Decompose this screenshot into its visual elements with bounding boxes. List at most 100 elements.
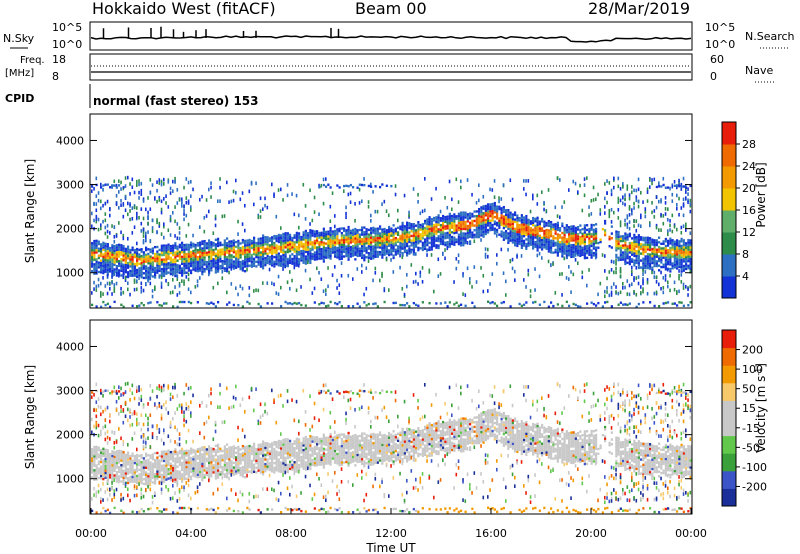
power-cell: [572, 255, 575, 258]
power-cell: [122, 272, 125, 276]
power-cell: [104, 183, 107, 186]
power-cell: [538, 274, 541, 279]
power-cell: [230, 249, 233, 252]
power-cell: [318, 241, 321, 244]
power-cell: [178, 257, 181, 261]
power-cell: [120, 198, 122, 203]
power-cell: [568, 228, 571, 231]
power-cell: [167, 262, 170, 265]
power-cell: [221, 253, 224, 256]
power-cell: [653, 215, 656, 219]
power-cell: [284, 264, 287, 269]
power-cell: [329, 219, 332, 224]
power-cell: [388, 242, 391, 245]
power-cell: [426, 234, 429, 237]
power-cell: [97, 256, 100, 260]
power-cell: [455, 224, 458, 227]
power-cell: [498, 199, 500, 204]
power-cell: [336, 286, 338, 290]
power-cell: [651, 181, 653, 186]
power-cell: [489, 221, 492, 225]
power-cell: [435, 246, 438, 249]
velocity-cell: [102, 477, 105, 481]
power-cell: [264, 252, 267, 255]
velocity-cell: [104, 457, 107, 461]
power-cell: [187, 269, 190, 272]
power-cell: [100, 199, 102, 204]
power-cell: [273, 262, 276, 266]
power-cell: [543, 300, 546, 304]
power-cell: [147, 257, 150, 260]
velocity-cell: [145, 454, 148, 458]
power-cell: [455, 217, 458, 220]
power-cell: [257, 288, 260, 293]
power-cell: [106, 183, 109, 186]
power-cell: [496, 228, 499, 232]
power-cell: [345, 236, 348, 239]
power-cell: [669, 260, 672, 264]
power-cell: [617, 184, 620, 189]
power-cell: [680, 206, 683, 210]
power-cell: [208, 241, 211, 245]
power-cell: [349, 250, 352, 253]
velocity-cell: [118, 390, 121, 393]
power-cell: [446, 231, 449, 235]
velocity-cell: [129, 464, 132, 467]
power-cell: [496, 261, 498, 266]
power-cell: [505, 232, 508, 235]
power-cell: [100, 281, 102, 286]
velocity-cell: [133, 493, 136, 498]
power-cell: [658, 269, 661, 272]
power-cell: [102, 257, 105, 261]
power-cell: [102, 264, 105, 268]
power-cell: [172, 270, 175, 273]
power-cell: [655, 248, 658, 251]
power-cell: [570, 251, 573, 254]
power-cell: [120, 187, 122, 191]
power-cell: [136, 179, 138, 184]
power-cell: [185, 257, 188, 260]
power-cell: [329, 227, 332, 230]
power-cell: [219, 264, 222, 268]
power-cell: [473, 229, 476, 232]
power-cell: [142, 267, 145, 270]
power-cell: [102, 248, 105, 252]
power-cell: [664, 263, 667, 266]
power-cell: [244, 228, 246, 233]
power-cell: [624, 253, 627, 256]
power-cell: [655, 290, 658, 295]
velocity-cell: [145, 488, 147, 492]
power-cell: [156, 259, 159, 263]
power-cell: [626, 254, 629, 257]
power-cell: [248, 252, 251, 256]
power-cell: [388, 232, 391, 236]
power-cell: [102, 219, 104, 224]
power-cell: [516, 255, 518, 259]
power-cell: [628, 241, 631, 245]
power-cell: [336, 256, 339, 259]
power-cell: [187, 287, 190, 292]
power-cell: [289, 259, 292, 262]
power-cell: [388, 249, 391, 252]
power-cell: [502, 238, 505, 241]
power-cell: [208, 244, 211, 247]
power-cell: [410, 225, 413, 228]
power-cell: [115, 248, 118, 252]
power-cell: [428, 220, 431, 224]
velocity-cell: [120, 473, 123, 476]
freq-tick-bottom: 8: [52, 70, 59, 83]
power-cell: [448, 231, 451, 234]
power-cell: [518, 233, 521, 236]
power-cell: [448, 226, 451, 230]
velocity-cell: [115, 408, 118, 412]
power-cell: [399, 241, 402, 245]
power-cell: [109, 213, 111, 218]
power-cell: [374, 241, 377, 245]
power-cell: [203, 249, 206, 252]
power-cell: [615, 242, 618, 245]
power-cell: [536, 230, 539, 234]
velocity-cell: [127, 442, 129, 447]
power-cell: [325, 304, 328, 308]
power-cell: [595, 197, 597, 202]
power-cell: [466, 231, 469, 235]
